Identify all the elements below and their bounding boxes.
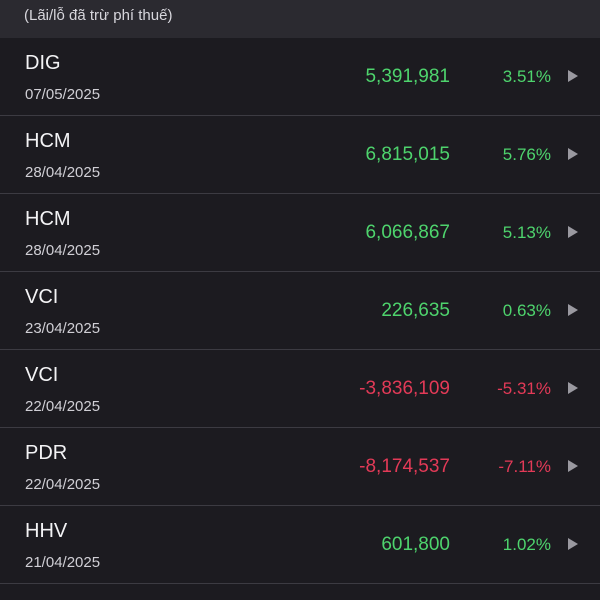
chevron-right-icon[interactable] <box>568 148 578 160</box>
list-header: (Lãi/lỗ đã trừ phí thuế) <box>0 0 600 38</box>
chevron-right-icon[interactable] <box>568 304 578 316</box>
profit-loss-amount: -8,174,537 <box>359 456 450 477</box>
profit-loss-percent: -5.31% <box>497 379 551 398</box>
trade-row[interactable]: DIG 07/05/2025 5,391,981 3.51% <box>0 38 600 116</box>
profit-loss-percent: 3.51% <box>502 67 551 86</box>
trade-date: 22/04/2025 <box>25 398 101 415</box>
trade-row[interactable]: HCM 28/04/2025 6,815,015 5.76% <box>0 116 600 194</box>
stock-symbol: HHV <box>25 520 68 542</box>
stock-symbol: PDR <box>25 442 68 464</box>
stock-symbol: VCI <box>25 364 59 386</box>
trade-date: 07/05/2025 <box>25 86 101 103</box>
trade-date: 21/04/2025 <box>25 554 101 571</box>
profit-loss-percent: 0.63% <box>502 301 551 320</box>
trade-row[interactable]: VCI 23/04/2025 226,635 0.63% <box>0 272 600 350</box>
trade-row[interactable]: HCM 28/04/2025 6,066,867 5.13% <box>0 194 600 272</box>
trade-row[interactable]: HHV 21/04/2025 601,800 1.02% <box>0 506 600 584</box>
trade-date: 22/04/2025 <box>25 476 101 493</box>
chevron-right-icon[interactable] <box>568 382 578 394</box>
stock-symbol: HCM <box>25 130 71 152</box>
profit-loss-amount: 5,391,981 <box>365 66 450 87</box>
profit-loss-percent: -7.11% <box>498 457 551 476</box>
trade-row[interactable]: PDR 22/04/2025 -8,174,537 -7.11% <box>0 428 600 506</box>
stock-symbol: HCM <box>25 208 71 230</box>
profit-loss-percent: 5.76% <box>502 145 551 164</box>
profit-loss-amount: 601,800 <box>381 534 450 555</box>
trade-row[interactable]: VCI 22/04/2025 -3,836,109 -5.31% <box>0 350 600 428</box>
profit-loss-amount: -3,836,109 <box>359 378 450 399</box>
trade-date: 28/04/2025 <box>25 242 101 259</box>
chevron-right-icon[interactable] <box>568 70 578 82</box>
profit-loss-amount: 6,066,867 <box>365 222 450 243</box>
chevron-right-icon[interactable] <box>568 226 578 238</box>
stock-symbol: VCI <box>25 286 59 308</box>
chevron-right-icon[interactable] <box>568 538 578 550</box>
trade-date: 23/04/2025 <box>25 320 101 337</box>
chevron-right-icon[interactable] <box>568 460 578 472</box>
trade-date: 28/04/2025 <box>25 164 101 181</box>
trade-list: DIG 07/05/2025 5,391,981 3.51% HCM 28/04… <box>0 38 600 584</box>
stock-symbol: DIG <box>25 52 61 74</box>
profit-loss-amount: 6,815,015 <box>365 144 450 165</box>
profit-loss-percent: 1.02% <box>502 535 551 554</box>
profit-loss-percent: 5.13% <box>502 223 551 242</box>
profit-loss-amount: 226,635 <box>381 300 450 321</box>
fee-tax-note: (Lãi/lỗ đã trừ phí thuế) <box>24 7 173 24</box>
